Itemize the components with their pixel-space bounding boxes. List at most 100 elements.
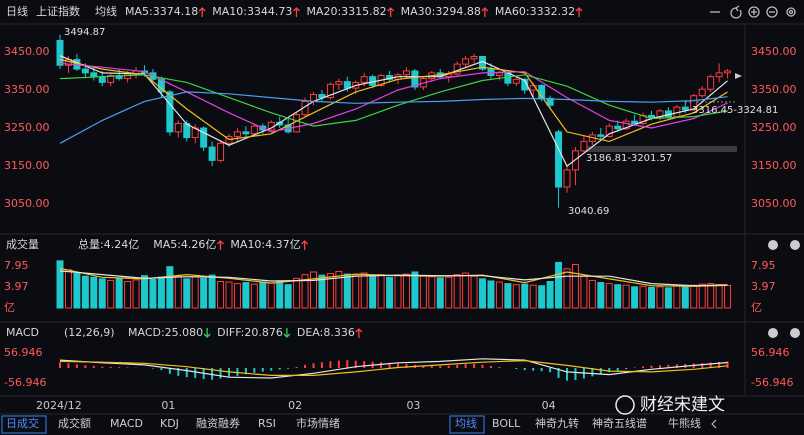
volume-bar [419, 275, 427, 309]
volume-bar [715, 284, 723, 309]
y-tick-label: 3450.00 [4, 45, 50, 58]
overlay-tab[interactable]: 神奇五线谱 [592, 416, 647, 430]
icon-zoom-in[interactable] [748, 6, 760, 18]
volume-bar [487, 280, 495, 309]
candle-body [470, 55, 478, 60]
legend-entry: MA10:4.37亿 [230, 238, 300, 251]
volume-bar [580, 275, 588, 309]
volume-bar [107, 279, 115, 309]
volume-bar [318, 274, 326, 309]
indicator-tab[interactable]: 成交额 [58, 416, 91, 430]
indicator-line [59, 358, 728, 379]
index-name[interactable]: 上证指数 [36, 4, 80, 18]
volume-bar [377, 274, 385, 309]
ma-label[interactable]: 均线 [95, 4, 117, 18]
period-label[interactable]: 日线 [6, 4, 28, 18]
candle-body [715, 72, 723, 78]
y-tick-label: 亿 [751, 301, 762, 314]
volume-bar [276, 281, 284, 309]
candle-body [56, 40, 64, 66]
volume-bar [698, 283, 706, 309]
volume-bar [411, 271, 419, 309]
y-tick-label: 3350.00 [751, 83, 797, 96]
y-tick-label: 3050.00 [751, 197, 797, 210]
y-tick-label: 3150.00 [751, 159, 797, 172]
candle-body [597, 134, 605, 137]
watermark: 财经宋建文 [640, 395, 725, 415]
indicator-tab[interactable]: 日成交 [6, 416, 39, 430]
panel-title: 成交量 [6, 237, 39, 251]
candle-body [614, 125, 622, 130]
volume-bar [81, 275, 89, 309]
close-volume[interactable] [768, 240, 778, 250]
icon-reset[interactable] [730, 5, 742, 19]
price-annotation: 3040.69 [568, 206, 609, 217]
volume-bar [90, 276, 98, 309]
candle-body [690, 95, 698, 111]
last-price-marker [735, 73, 742, 79]
close-macd[interactable] [768, 328, 778, 338]
candle-body [656, 110, 664, 118]
volume-bar [495, 281, 503, 309]
trend-arrow [481, 7, 489, 17]
volume-bar [470, 275, 478, 309]
indicator-tab[interactable]: MACD [110, 417, 143, 430]
candle-body [707, 76, 715, 90]
trend-arrow [575, 7, 583, 17]
candle-body [124, 73, 132, 80]
candle-body [250, 125, 258, 135]
candle-body [495, 72, 503, 77]
candle-body [343, 81, 351, 89]
active-tab-frame [449, 415, 485, 434]
indicator-tab[interactable]: RSI [258, 417, 276, 430]
candle-body [580, 140, 588, 152]
legend-entry: DEA:8.336 [297, 326, 355, 339]
candle-body [521, 78, 529, 91]
volume-bar [124, 281, 132, 309]
overlay-tab[interactable]: 牛熊线 [668, 416, 701, 430]
icon-settings[interactable] [786, 7, 796, 17]
volume-bar [200, 277, 208, 309]
volume-bar [360, 272, 368, 309]
volume-bar [588, 279, 596, 309]
indicator-line [59, 91, 728, 144]
panel-close-icons [768, 240, 800, 338]
overlay-tab[interactable]: BOLL [492, 417, 521, 430]
volume-bar [157, 276, 165, 309]
candle-body [98, 76, 106, 83]
volume-bar [631, 286, 639, 309]
overlay-tab[interactable]: 神奇九转 [535, 416, 579, 430]
tab-scroll-arrow[interactable] [711, 419, 717, 429]
volume-bar [233, 283, 241, 309]
volume-bar [191, 276, 199, 309]
volume-bar [343, 273, 351, 309]
volume-bar [132, 279, 140, 309]
volume-bar [98, 278, 106, 309]
volume-bar [56, 260, 64, 309]
indicator-tab[interactable]: 市场情绪 [296, 416, 340, 430]
icon-zoom-out[interactable] [766, 6, 778, 18]
candle-body [217, 142, 225, 161]
candle-body [166, 91, 174, 133]
trend-arrow [387, 7, 395, 17]
indicator-tab[interactable]: 融资融券 [196, 416, 240, 430]
volume-bar [394, 274, 402, 309]
overlay-tab[interactable]: 均线 [455, 416, 477, 430]
legend-entry: 总量:4.24亿 [78, 237, 139, 251]
volume-bar [301, 274, 309, 309]
y-tick-label: 3.97 [751, 280, 776, 293]
indicator-tab[interactable]: KDJ [160, 417, 179, 430]
more-macd[interactable] [790, 328, 800, 338]
volume-bar [141, 275, 148, 309]
indicator-line [59, 270, 728, 287]
volume-bar [673, 285, 681, 309]
trend-arrow [283, 328, 291, 338]
volume-bar [538, 285, 546, 309]
volume-bar [250, 283, 258, 309]
volume-bar [428, 276, 436, 309]
x-tick-label: 03 [406, 399, 420, 412]
more-volume[interactable] [790, 240, 800, 250]
candle-body [648, 114, 655, 118]
legend-entry: MA5:3374.18 [125, 5, 198, 18]
candle-body [546, 97, 554, 106]
